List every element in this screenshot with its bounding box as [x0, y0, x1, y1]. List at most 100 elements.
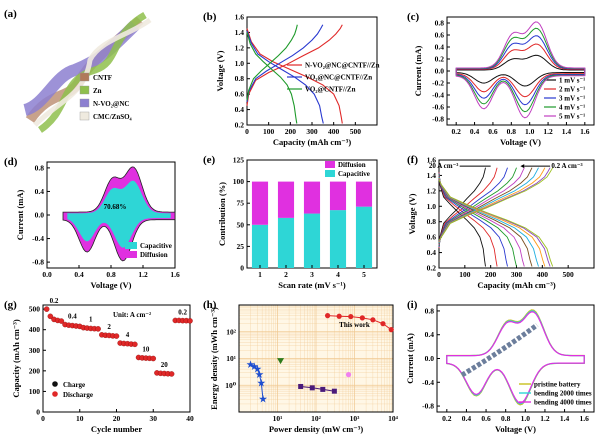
x-tick-label: 1.2: [138, 270, 148, 279]
discharge-point: [187, 318, 193, 324]
y-tick-label: 100: [233, 177, 245, 186]
legend-label: Capacitive: [338, 170, 370, 178]
x-axis-label: Voltage (V): [500, 137, 541, 147]
x-axis-label: Power density (mW cm⁻³): [269, 424, 363, 434]
x-tick-label: 1.2: [540, 414, 550, 423]
y-tick-label: 0.8: [35, 163, 45, 172]
legend-swatch: [325, 161, 335, 168]
discharge-curve: [246, 28, 343, 124]
data-point: [359, 315, 365, 321]
legend-label: Capacitive: [140, 242, 172, 250]
y-tick-label: 1.6: [235, 13, 245, 22]
panel-d: 0.0 0.4 0.8 1.2 1.6-0.8-0.40.00.40.8Voltage …: [4, 156, 180, 290]
discharge-curve: [438, 175, 525, 267]
panel-a: (a) CNTF Zn N-VO₂@NC CMC/ZnSO₄: [4, 8, 152, 133]
y-axis-label: Current (mA): [15, 190, 25, 241]
x-tick-label: 0.6: [488, 127, 498, 136]
y-tick-label: 0.2: [435, 55, 445, 64]
data-point: ★: [255, 370, 264, 380]
bar-diffusion: [355, 181, 373, 207]
y-axis-label: Current (mA): [405, 333, 415, 384]
y-axis-label: Voltage (V): [215, 50, 225, 91]
y-tick-label: 0.0: [35, 211, 45, 220]
legend-label: CMC/ZnSO₄: [93, 113, 133, 121]
charge-curve: [246, 24, 298, 101]
x-tick-label: 10³: [350, 414, 361, 423]
legend-label: Diffusion: [140, 251, 168, 259]
arrow-head: [520, 164, 525, 169]
y-tick-label: -0.2: [432, 79, 444, 88]
data-point: [277, 358, 285, 365]
rate-annotation-high: 20 A cm⁻³: [429, 162, 459, 170]
charge-curve: [438, 167, 508, 247]
y-tick-label: -0.4: [422, 378, 434, 387]
panel-label-g: (g): [4, 299, 17, 311]
legend-swatch: [79, 72, 90, 82]
rate-label: 20: [161, 361, 169, 369]
legend-label: N-VO₂@NC: [93, 100, 129, 108]
bar-capacitive: [277, 217, 295, 268]
charge-curve: [438, 167, 498, 248]
data-point: [320, 386, 326, 392]
x-tick-label: 1.0: [525, 127, 535, 136]
x-axis-label: Voltage (V): [91, 280, 132, 290]
x-tick-label: 200: [285, 127, 297, 136]
x-tick-label: 1.6: [170, 270, 180, 279]
y-tick-label: 10⁰: [225, 381, 237, 390]
legend-label: Charge: [63, 381, 85, 389]
legend-label: VO₂@CNTF//Zn: [305, 86, 356, 94]
y-tick-label: 10²: [226, 327, 237, 336]
legend-label: 4 mV s⁻¹: [559, 104, 585, 112]
x-tick-label: 0: [41, 414, 45, 423]
y-tick-label: -0.8: [32, 258, 44, 267]
y-axis-label: Current (mA): [413, 46, 423, 97]
bar-diffusion: [277, 181, 295, 218]
plot-frame: [238, 304, 394, 413]
capacitive-percent: 70.68%: [104, 203, 127, 211]
x-tick-label: 1.4: [560, 414, 570, 423]
legend-label: CNTF: [93, 74, 112, 82]
bar-capacitive: [251, 224, 269, 268]
y-tick-label: 1.4: [235, 28, 245, 37]
y-tick-label: 0.2: [235, 121, 245, 130]
x-tick-label: 300: [511, 270, 523, 279]
y-tick-label: 25: [237, 242, 245, 251]
data-point: ★: [250, 362, 259, 372]
data-point: [331, 388, 337, 394]
this-work-label: This work: [339, 321, 370, 329]
discharge-point: [47, 313, 54, 320]
y-tick-label: 0.8: [435, 19, 445, 28]
y-tick-label: -0.8: [422, 402, 434, 411]
panel-label-a: (a): [4, 8, 17, 20]
discharge-point: [95, 326, 101, 332]
y-tick-label: 0.4: [425, 330, 435, 339]
x-tick-label: 0: [437, 270, 441, 279]
panel-label-d: (d): [4, 156, 18, 168]
y-tick-label: 1.2: [235, 43, 245, 52]
fiber-spiral: [460, 322, 539, 378]
discharge-curve: [438, 173, 508, 267]
y-tick-label: 0.6: [427, 233, 437, 242]
y-axis-label: Energy density (mWh cm⁻³): [209, 307, 219, 410]
illustration-legend: CNTF Zn N-VO₂@NC CMC/ZnSO₄: [79, 72, 133, 121]
x-tick-label: 500: [350, 127, 362, 136]
y-tick-label: 0.8: [235, 74, 245, 83]
x-tick-label: 10: [76, 414, 84, 423]
x-axis-label: Voltage (V): [495, 424, 536, 434]
y-tick-label: -0.4: [32, 234, 44, 243]
y-tick-label: 200: [29, 366, 41, 375]
y-tick-label: 0.4: [235, 105, 245, 114]
rate-label: 2: [107, 323, 111, 331]
y-tick-label: 0.8: [427, 217, 437, 226]
x-axis-label: Cycle number: [91, 424, 142, 434]
discharge-curve: [246, 32, 298, 124]
rate-label: 0.2: [178, 308, 187, 316]
legend-label: Discharge: [63, 391, 93, 399]
legend-label: 1 mV s⁻¹: [559, 77, 585, 85]
x-tick-label: 0.6: [481, 414, 491, 423]
y-tick-label: 0.6: [435, 31, 445, 40]
data-point: ★: [253, 364, 262, 374]
rate-annotation-low: 0.2 A cm⁻³: [551, 162, 582, 170]
y-tick-label: 0.8: [425, 306, 435, 315]
series-line: [250, 363, 264, 400]
